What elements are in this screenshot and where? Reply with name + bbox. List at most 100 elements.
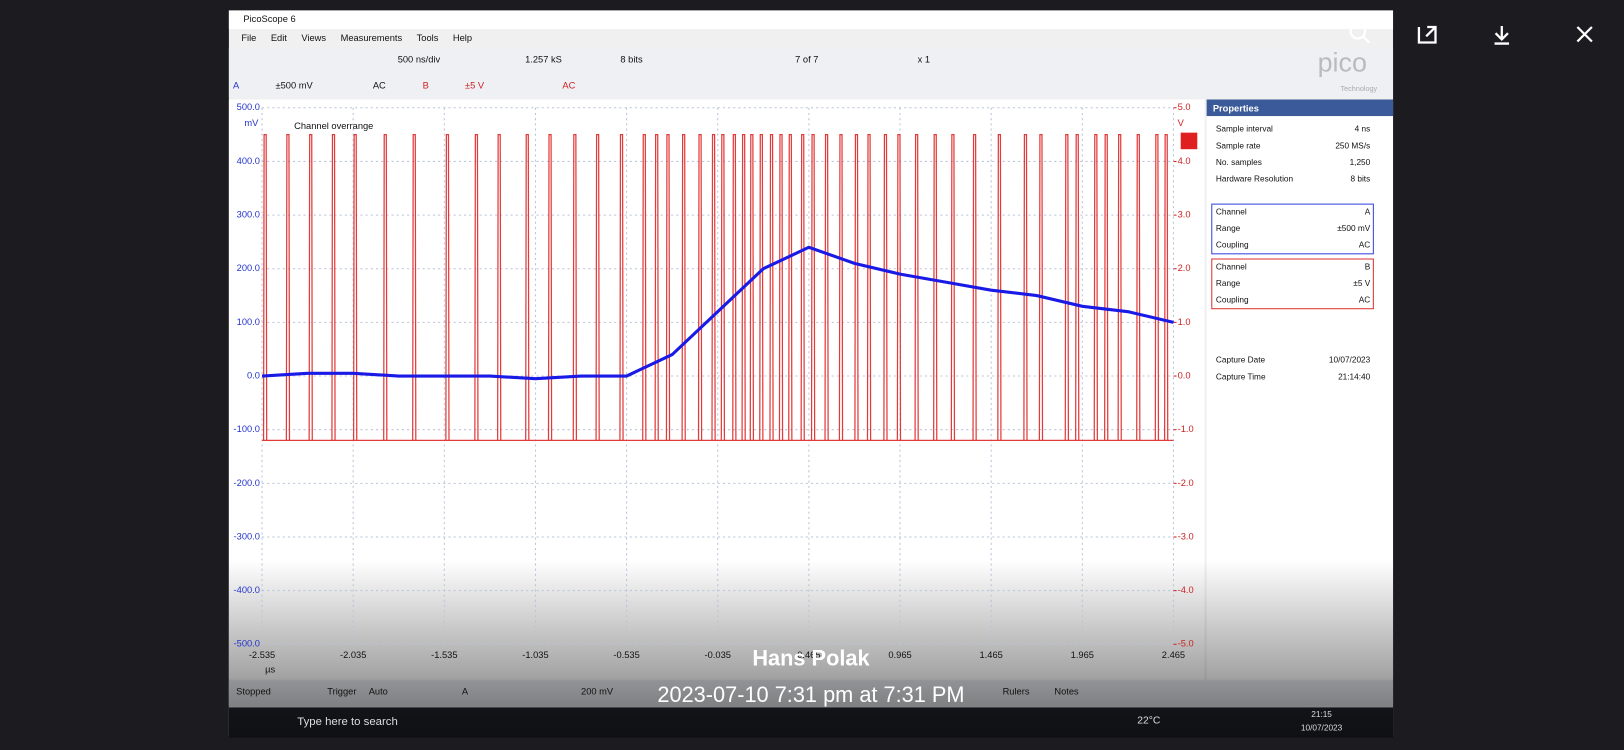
y2-tick-label: 1.0	[1178, 317, 1191, 327]
status-item[interactable]: Trigger	[327, 686, 356, 696]
channel-label: A	[233, 81, 240, 91]
status-item[interactable]: Auto	[369, 686, 388, 696]
x-tick-label: 0.965	[888, 650, 911, 660]
channel-b-pulse	[262, 133, 268, 441]
y2-tick-label: -4.0	[1178, 585, 1194, 595]
property-name: Sample interval	[1216, 125, 1273, 134]
toolbar-field[interactable]: 8 bits	[620, 55, 643, 65]
property-value: 4 ns	[1355, 125, 1371, 134]
channel-b-pulse	[1154, 133, 1160, 441]
channel-b-pulse	[331, 133, 336, 441]
open-icon[interactable]	[1417, 25, 1437, 44]
channel-b-pulse	[642, 133, 647, 441]
channel-b-pulse	[759, 133, 764, 441]
title-bar	[228, 10, 1394, 30]
channel-range[interactable]: ±500 mV	[276, 81, 314, 91]
channel-coupling[interactable]: AC	[373, 81, 386, 91]
channel-b-pulse	[711, 133, 716, 441]
toolbar-field[interactable]: 500 ns/div	[398, 55, 441, 65]
channel-b-pulse	[720, 133, 726, 441]
menu-item[interactable]: File	[241, 33, 256, 43]
property-name: Range	[1216, 279, 1241, 288]
search-box[interactable]: Type here to search	[297, 716, 398, 728]
y-tick-label: 500.0	[237, 102, 260, 112]
channel-b-pulse	[497, 133, 502, 441]
channel-b-pulse	[778, 133, 784, 441]
status-item[interactable]: 200 mV	[581, 686, 614, 696]
channel-b-pulse	[810, 133, 816, 441]
menu-item[interactable]: Edit	[271, 33, 287, 43]
channel-b-pulse	[749, 133, 755, 441]
channel-b-pulse	[308, 133, 313, 441]
y-tick-label: -300.0	[234, 531, 260, 541]
zoom-icon[interactable]	[1349, 22, 1367, 40]
property-name: Coupling	[1216, 296, 1249, 305]
channel-b-pulse	[412, 133, 417, 441]
x-tick-label: 2.465	[1162, 650, 1185, 660]
menu-item[interactable]: Tools	[417, 33, 439, 43]
y2-tick-label: 4.0	[1178, 156, 1191, 166]
x-tick-label: -2.535	[249, 650, 275, 660]
channel-b-pulse	[732, 133, 737, 441]
property-value: 8 bits	[1350, 174, 1370, 183]
property-name: Capture Time	[1216, 372, 1266, 381]
property-name: Sample rate	[1216, 141, 1261, 150]
channel-b-pulse	[788, 133, 793, 441]
channel-b-pulse	[950, 133, 956, 441]
property-value: ±500 mV	[1337, 224, 1371, 233]
status-item[interactable]: Stopped	[236, 686, 271, 696]
menu-item[interactable]: Views	[301, 33, 326, 43]
channel-b-pulse	[525, 133, 530, 441]
channel-b-pulse	[1163, 133, 1169, 441]
y2-unit: V	[1178, 118, 1185, 128]
channel-b-pulse	[474, 133, 479, 441]
channel-range[interactable]: ±5 V	[465, 81, 485, 91]
channel-b-pulse	[824, 133, 829, 441]
caption-fade	[228, 559, 1394, 738]
property-name: Channel	[1216, 262, 1247, 271]
menu-item[interactable]: Help	[453, 33, 472, 43]
channel-b-pulse	[285, 133, 291, 441]
channel-b-pulse	[896, 133, 902, 441]
channel-b-pulse	[654, 133, 659, 441]
y-tick-label: -400.0	[234, 585, 260, 595]
channel-b-pulse	[1104, 133, 1109, 441]
status-item[interactable]: Notes	[1054, 686, 1079, 696]
download-icon[interactable]	[1494, 25, 1510, 45]
y-tick-label: 200.0	[237, 263, 260, 273]
property-name: Capture Date	[1216, 356, 1266, 365]
channel-b-pulse	[619, 133, 624, 441]
channel-b-pulse	[353, 133, 358, 441]
channel-b-box	[1211, 258, 1374, 310]
y-tick-label: -200.0	[234, 478, 260, 488]
overrange-icon[interactable]	[1180, 132, 1198, 150]
y2-tick-label: 2.0	[1178, 263, 1191, 273]
x-tick-label: 0.465	[797, 650, 820, 660]
toolbar-field[interactable]: 1.257 kS	[525, 55, 562, 65]
channel-b-pulse	[665, 133, 671, 441]
clock-time: 21:15	[1311, 710, 1332, 719]
x-tick-label: 1.465	[980, 650, 1003, 660]
toolbar-field[interactable]: x 1	[918, 55, 930, 65]
panel-title: Properties	[1213, 103, 1259, 113]
channel-coupling[interactable]: AC	[562, 81, 575, 91]
caption-author: Hans Polak	[752, 646, 870, 671]
x-tick-label: 1.965	[1071, 650, 1094, 660]
channel-b-pulse	[838, 133, 844, 441]
channel-b-pulse	[1093, 133, 1098, 441]
channel-b-pulse	[383, 133, 388, 441]
status-item[interactable]: A	[462, 686, 469, 696]
weather: 22°C	[1137, 716, 1161, 727]
y2-tick-label: -2.0	[1178, 478, 1194, 488]
channel-b-pulse	[595, 133, 600, 441]
toolbar-field[interactable]: 7 of 7	[795, 55, 818, 65]
channel-b-pulse	[883, 133, 888, 441]
close-icon[interactable]	[1576, 26, 1593, 43]
y-tick-label: 300.0	[237, 210, 260, 220]
menu-item[interactable]: Measurements	[341, 33, 403, 43]
window-title: PicoScope 6	[243, 14, 295, 24]
y2-tick-label: -1.0	[1178, 424, 1194, 434]
y-tick-label: 400.0	[237, 156, 260, 166]
status-item[interactable]: Rulers	[1003, 686, 1030, 696]
